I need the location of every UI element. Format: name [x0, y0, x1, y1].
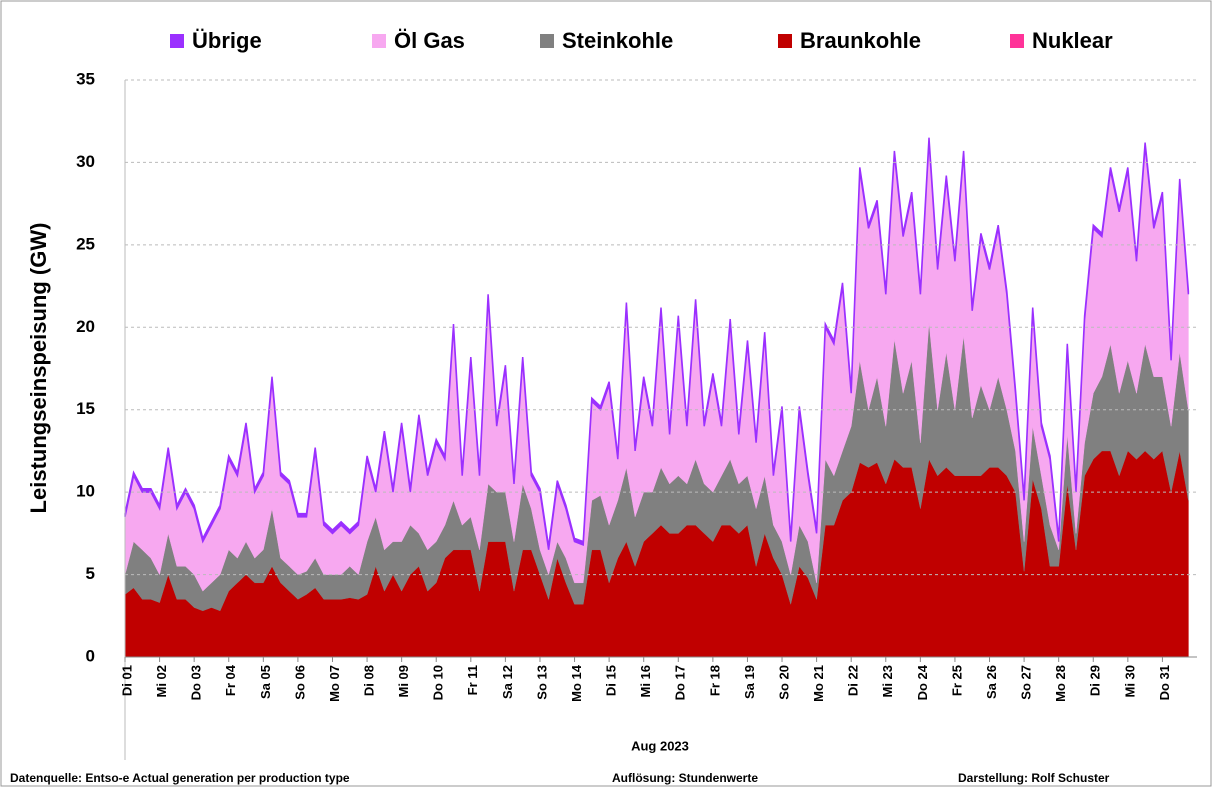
- x-tick-label: So 20: [776, 665, 791, 700]
- x-tick-label: Sa 26: [984, 665, 999, 699]
- x-tick-label: Do 10: [431, 665, 446, 700]
- x-tick-label: Mi 30: [1122, 665, 1137, 698]
- source-note: Datenquelle: Entso-e Actual generation p…: [10, 771, 350, 785]
- y-tick-label: 10: [76, 482, 95, 501]
- x-tick-label: Sa 05: [258, 665, 273, 699]
- x-tick-label: Di 22: [846, 665, 861, 696]
- x-tick-label: Do 17: [673, 665, 688, 700]
- x-tick-label: Mo 07: [327, 665, 342, 702]
- x-axis-label: Aug 2023: [631, 738, 689, 753]
- resolution-note: Auflösung: Stundenwerte: [612, 771, 758, 785]
- x-tick-label: Di 29: [1088, 665, 1103, 696]
- x-tick-label: Sa 12: [500, 665, 515, 699]
- legend-label: Öl Gas: [394, 28, 465, 53]
- y-tick-label: 25: [76, 234, 95, 253]
- x-tick-label: Di 15: [604, 665, 619, 696]
- x-tick-label: Fr 18: [707, 665, 722, 696]
- legend-swatch: [170, 34, 184, 48]
- x-tick-label: Mo 28: [1053, 665, 1068, 702]
- y-tick-label: 35: [76, 69, 95, 88]
- x-tick-label: Mi 23: [880, 665, 895, 698]
- x-tick-label: So 27: [1019, 665, 1034, 700]
- x-tick-label: Do 03: [189, 665, 204, 700]
- legend-swatch: [372, 34, 386, 48]
- legend-label: Braunkohle: [800, 28, 921, 53]
- x-tick-label: Sa 19: [742, 665, 757, 699]
- x-tick-label: Do 31: [1157, 665, 1172, 700]
- y-tick-label: 0: [86, 646, 95, 665]
- x-tick-label: So 06: [292, 665, 307, 700]
- y-tick-label: 5: [86, 564, 95, 583]
- x-tick-label: Fr 25: [949, 665, 964, 696]
- x-tick-label: Mi 16: [638, 665, 653, 698]
- legend-label: Übrige: [192, 28, 262, 53]
- y-tick-label: 30: [76, 152, 95, 171]
- x-tick-label: Fr 04: [223, 664, 238, 696]
- x-tick-label: Mi 09: [396, 665, 411, 698]
- legend-swatch: [540, 34, 554, 48]
- x-tick-label: Di 08: [362, 665, 377, 696]
- x-tick-label: Di 01: [119, 665, 134, 696]
- x-tick-label: Mo 14: [569, 664, 584, 702]
- author-note: Darstellung: Rolf Schuster: [958, 771, 1110, 785]
- area: [124, 137, 1190, 550]
- y-tick-label: 20: [76, 317, 95, 336]
- x-tick-label: Do 24: [915, 664, 930, 700]
- legend-swatch: [1010, 34, 1024, 48]
- legend-label: Nuklear: [1032, 28, 1113, 53]
- x-tick-label: Mi 02: [154, 665, 169, 698]
- y-tick-label: 15: [76, 399, 95, 418]
- x-tick-label: Fr 11: [465, 665, 480, 695]
- y-axis-label: Leistungseinspeisung (GW): [26, 223, 51, 514]
- x-tick-label: So 13: [534, 665, 549, 700]
- legend-swatch: [778, 34, 792, 48]
- legend-label: Steinkohle: [562, 28, 673, 53]
- x-tick-label: Mo 21: [811, 665, 826, 702]
